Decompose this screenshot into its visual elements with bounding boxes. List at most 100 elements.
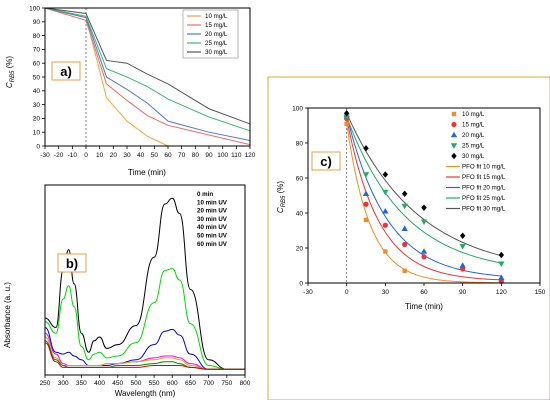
- panel-c-ytick-label: 20: [296, 245, 304, 252]
- panel-c-point: [363, 145, 369, 152]
- panel-b-xlabel: Wavelength (nm): [115, 389, 176, 398]
- panel-c-fit-line: [346, 116, 502, 264]
- panel-a-label-box: [51, 61, 81, 81]
- panel-a-xtick-label: 80: [192, 152, 200, 159]
- panel-c-point: [420, 248, 428, 254]
- panel-c-legend-label: PFO fit 25 mg/L: [462, 195, 506, 202]
- panel-c-label-box: [311, 151, 341, 171]
- panel-c-fit-line: [346, 118, 502, 281]
- panel-b-xtick-label: 600: [167, 380, 178, 387]
- panel-c-point: [459, 244, 466, 250]
- panel-c-point: [421, 204, 427, 211]
- panel-a-ytick-label: 40: [33, 88, 41, 95]
- panel-a-legend-label: 10 mg/L: [205, 13, 228, 20]
- panel-c-xtick-label: 120: [496, 289, 507, 296]
- panel-b-legend-label: 0 min: [197, 191, 213, 198]
- panel-c-point: [451, 121, 457, 128]
- panel-b-xtick-label: 350: [76, 380, 87, 387]
- panel-a-label: a): [60, 64, 72, 79]
- panel-b-xtick-label: 500: [130, 380, 141, 387]
- panel-c-point: [451, 152, 457, 160]
- panel-a-ytick-label: 30: [33, 102, 41, 109]
- panel-a-series-line: [44, 7, 251, 132]
- panel-a-ytick-label: 80: [33, 33, 41, 40]
- panel-b-ylabel: Absorbance (a. u.): [3, 282, 12, 348]
- panel-a-xtick-label: 40: [137, 152, 145, 159]
- panel-c-point: [382, 222, 388, 228]
- panel-c-point: [402, 268, 407, 273]
- panel-c-legend-label: 30 mg/L: [462, 153, 485, 160]
- panel-c-ytick-label: 0: [299, 280, 303, 287]
- panel-c-point: [363, 217, 369, 223]
- panel-c-point: [401, 190, 408, 197]
- panel-b-spectrum-line: [44, 342, 245, 370]
- panel-c-border: [267, 76, 550, 401]
- panel-c-fit-line: [346, 123, 502, 284]
- panel-a-legend-label: 20 mg/L: [205, 31, 228, 38]
- panel-a-ytick-label: 20: [33, 116, 41, 123]
- panel-a-xtick-label: 60: [164, 152, 172, 159]
- panel-a-series-line: [44, 7, 251, 146]
- panel-c-ytick-label: 100: [292, 105, 303, 112]
- panel-c-point: [402, 241, 408, 248]
- panel-c-ylabel: CRB5 (%): [276, 181, 287, 213]
- panel-c-xtick-label: 150: [535, 289, 546, 296]
- panel-c-point: [343, 114, 350, 120]
- panel-a-xtick-label: 120: [245, 152, 256, 159]
- panel-b-xtick-label: 250: [40, 380, 51, 387]
- panel-b-legend-label: 10 min UV: [197, 199, 228, 206]
- panel-a-ylabel: CRB5 (%): [5, 56, 16, 88]
- panel-c-point: [362, 190, 370, 196]
- panel-a-ytick-label: 100: [29, 5, 40, 12]
- panel-c-label: c): [320, 154, 332, 169]
- panel-a-xtick-label: -10: [68, 152, 78, 159]
- panel-c-point: [401, 225, 408, 231]
- panel-b-xtick-label: 450: [112, 380, 123, 387]
- panel-a-legend-label: 25 mg/L: [205, 40, 228, 47]
- panel-c-point: [382, 208, 389, 214]
- panel-a-xtick-label: -30: [40, 152, 50, 159]
- panel-a-frame: [44, 7, 251, 147]
- panel-c-frame: [307, 107, 541, 284]
- panel-c-point: [382, 189, 389, 196]
- panel-b-spectrum-line: [44, 327, 245, 370]
- panel-a-legend-label: 15 mg/L: [205, 22, 228, 29]
- panel-c-point: [383, 249, 388, 254]
- panel-b-legend-label: 40 min UV: [197, 224, 228, 231]
- panel-c-xtick-label: 60: [420, 289, 428, 296]
- panel-c-point: [343, 110, 350, 117]
- panel-a-xtick-label: 110: [231, 152, 242, 159]
- panel-a: CRB5 (%) 0 10 20 30 40 50 60 70 80 90 100 -30 -20 -1…: [5, 5, 256, 177]
- panel-c-ytick-label: 60: [296, 175, 304, 182]
- panel-a-ytick-label: 10: [33, 130, 41, 137]
- panel-a-xtick-label: 10: [96, 152, 104, 159]
- panel-b: Absorbance (a. u.) 250 300 350 400 450 500 550…: [3, 184, 251, 398]
- panel-c-point: [498, 274, 505, 280]
- panel-b-label: b): [66, 256, 78, 271]
- panel-a-xtick-label: 100: [217, 152, 228, 159]
- panel-a-series-line: [44, 7, 251, 141]
- panel-c-point: [362, 172, 370, 178]
- panel-b-xtick-label: 650: [185, 380, 196, 387]
- panel-c-point: [498, 251, 505, 259]
- panel-a-xtick-label: 0: [84, 152, 88, 159]
- panel-c-point: [363, 201, 369, 207]
- panel-b-xtick-label: 800: [240, 380, 251, 387]
- panel-c-legend-label: PFO fit 10 mg/L: [462, 164, 506, 171]
- panel-c-point: [401, 203, 408, 210]
- panel-a-series-line: [44, 7, 251, 125]
- panel-b-spectrum-line: [44, 268, 245, 370]
- panel-a-xtick-label: 90: [205, 152, 213, 159]
- panel-b-legend-label: 20 min UV: [197, 208, 228, 215]
- panel-a-xtick-label: 70: [178, 152, 186, 159]
- panel-c-xtick-label: 90: [459, 289, 467, 296]
- panel-a-xtick-label: -20: [54, 152, 64, 159]
- panel-c-legend-label: PFO fit 30 mg/L: [462, 206, 506, 213]
- panel-c-point: [421, 254, 427, 260]
- panel-b-legend-label: 50 min UV: [197, 233, 228, 240]
- panel-c-point: [382, 171, 389, 178]
- panel-c-point: [498, 261, 505, 267]
- panel-c-legend-label: PFO fit 20 mg/L: [462, 185, 506, 192]
- panel-a-ytick-label: 50: [33, 74, 41, 81]
